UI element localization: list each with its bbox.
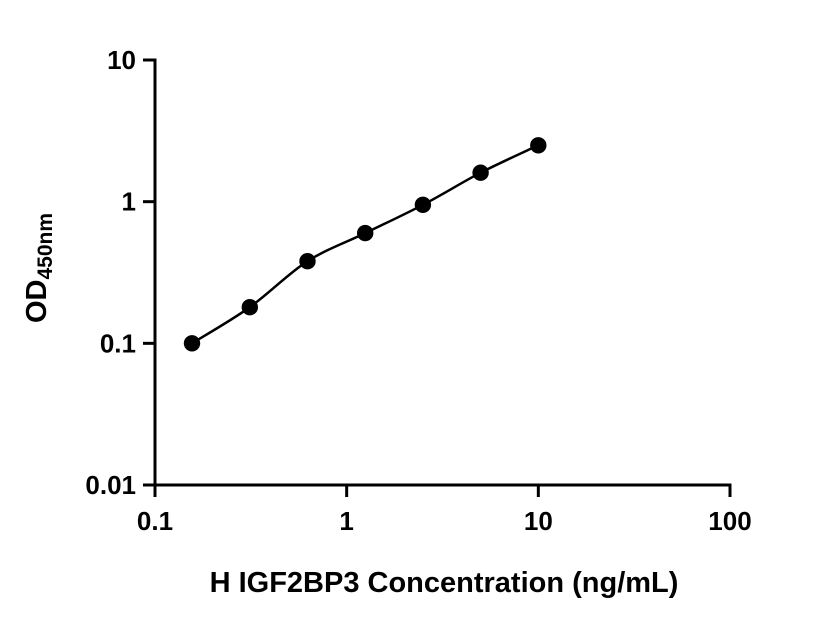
x-tick-label: 1 [339,506,353,536]
data-point-marker [530,137,547,154]
data-point-marker [414,196,432,213]
x-tick-label: 10 [524,506,553,536]
data-point-marker [472,164,489,181]
y-axis-title-main: OD [21,280,53,324]
y-axis-title: OD450nm [21,213,57,323]
x-axis-title: H IGF2BP3 Concentration (ng/mL) [210,567,679,599]
data-series-layer [183,137,547,352]
y-tick-label: 0.01 [85,470,136,500]
y-tick-label: 10 [107,45,136,75]
y-axis-title-subscript: 450nm [34,213,57,280]
data-point-marker [241,299,258,316]
data-point-marker [299,253,316,270]
y-tick-label: 1 [122,187,136,217]
y-tick-label: 0.1 [100,328,136,358]
x-tick-label: 0.1 [137,506,173,536]
data-point-marker [357,224,374,242]
data-point-marker [183,335,201,352]
x-tick-label: 100 [708,506,751,536]
